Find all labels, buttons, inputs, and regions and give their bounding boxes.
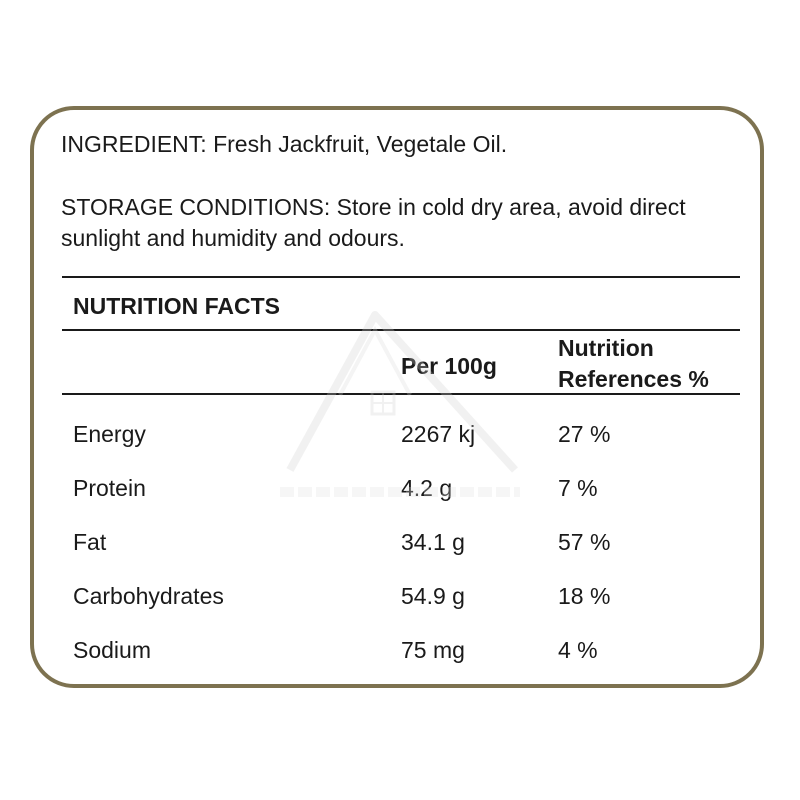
nutrient-reference: 27 % [558, 421, 611, 447]
nutrient-name: Protein [73, 475, 146, 501]
nutrient-per-100g: 75 mg [401, 637, 465, 663]
nutrient-name: Sodium [73, 637, 151, 663]
nutrient-name: Energy [73, 421, 146, 447]
nutrient-reference: 4 % [558, 637, 598, 663]
watermark-logo-icon [280, 311, 520, 497]
nutrient-per-100g: 54.9 g [401, 583, 465, 609]
storage-conditions-text: STORAGE CONDITIONS: Store in cold dry ar… [61, 194, 686, 251]
table-top-rule [62, 276, 740, 278]
label-card [30, 106, 764, 688]
nutrient-per-100g: 2267 kj [401, 421, 476, 447]
nutrient-reference: 7 % [558, 475, 598, 501]
nutrient-reference: 57 % [558, 529, 611, 555]
nutrient-reference: 18 % [558, 583, 611, 609]
nutrition-references-header-line1: Nutrition [558, 335, 654, 361]
nutrition-references-header-line2: References % [558, 366, 709, 392]
nutrient-name: Carbohydrates [73, 583, 224, 609]
table-body-rule [62, 393, 740, 395]
per-100g-header: Per 100g [401, 353, 497, 379]
table-header-rule [62, 329, 740, 331]
nutrient-per-100g: 34.1 g [401, 529, 465, 555]
ingredient-text: INGREDIENT: Fresh Jackfruit, Vegetale Oi… [61, 131, 508, 157]
nutrient-per-100g: 4.2 g [401, 473, 452, 503]
nutrient-name: Fat [73, 529, 107, 555]
nutrition-facts-title: NUTRITION FACTS [73, 293, 280, 319]
